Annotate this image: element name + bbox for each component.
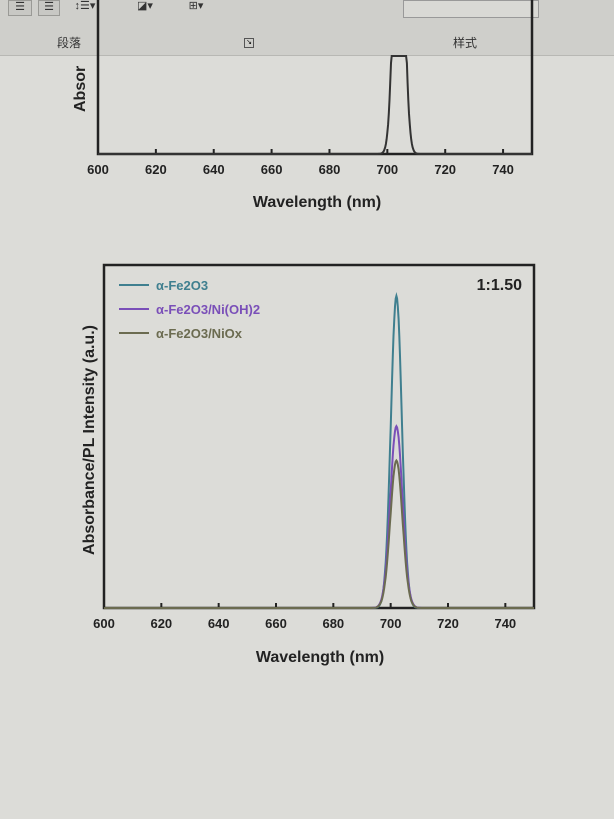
x-tick-label: 700 <box>376 162 398 177</box>
x-tick-label: 720 <box>434 162 456 177</box>
legend-entry: α-Fe2O3/Ni(OH)2 <box>156 302 260 317</box>
series-line-0 <box>98 55 532 155</box>
x-tick-label: 620 <box>150 616 172 631</box>
line-spacing-icon[interactable]: ↕☰▾ <box>74 0 96 12</box>
borders-icon[interactable]: ⊞▾ <box>188 0 204 12</box>
styles-gallery[interactable] <box>403 0 539 18</box>
x-axis-label: Wavelength (nm) <box>253 194 381 211</box>
dialog-launcher-icon[interactable]: ↘ <box>244 38 254 48</box>
align-left-icon[interactable]: ☰ <box>8 0 32 16</box>
paragraph-group-label: 段落 <box>57 36 82 50</box>
x-tick-label: 600 <box>93 616 115 631</box>
x-tick-label: 680 <box>322 616 344 631</box>
plot-frame <box>96 0 534 156</box>
y-axis-label: Absor <box>72 66 89 112</box>
y-axis-label: Absorbance/PL Intensity (a.u.) <box>81 325 98 555</box>
x-tick-label: 720 <box>437 616 459 631</box>
ribbon-toolbar: ☰ ☰ ↕☰▾ ◪▾ ⊞▾ 段落 ↘ 样式 <box>0 0 614 56</box>
x-tick-label: 660 <box>265 616 287 631</box>
chart-top: Absor Wavelength (nm) 600 620 640 660 680 700… <box>72 0 534 211</box>
series-line-1 <box>104 424 534 609</box>
legend-entry: α-Fe2O3 <box>156 278 208 293</box>
document-page <box>0 56 614 819</box>
x-tick-label: 740 <box>492 162 514 177</box>
shading-icon[interactable]: ◪▾ <box>137 0 153 12</box>
x-tick-label: 700 <box>380 616 402 631</box>
styles-group-label: 样式 <box>453 36 478 50</box>
legend-entry: α-Fe2O3/NiOx <box>156 326 243 341</box>
chart-main: Absorbance/PL Intensity (a.u.) Wavelengt… <box>81 263 536 666</box>
x-tick-label: 620 <box>145 162 167 177</box>
x-tick-label: 640 <box>203 162 225 177</box>
x-tick-label: 600 <box>87 162 109 177</box>
align-justify-icon[interactable]: ☰ <box>38 0 60 16</box>
x-tick-label: 740 <box>494 616 516 631</box>
x-tick-label: 680 <box>319 162 341 177</box>
series-line-2 <box>104 458 534 609</box>
x-axis-label: Wavelength (nm) <box>256 649 384 666</box>
ratio-annotation: 1:1.50 <box>477 277 522 294</box>
x-tick-label: 660 <box>261 162 283 177</box>
x-tick-label: 640 <box>208 616 230 631</box>
series-line-0 <box>104 292 534 609</box>
